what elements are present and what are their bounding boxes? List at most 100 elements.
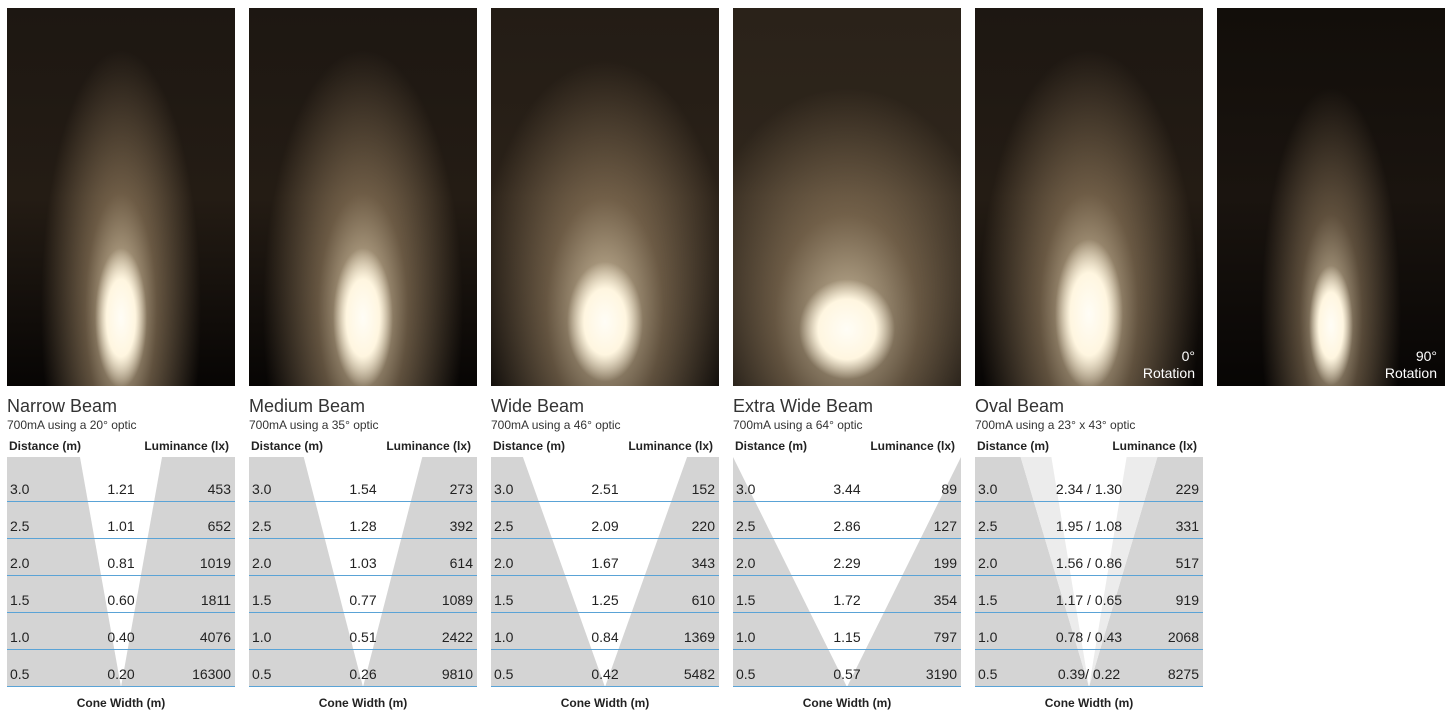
cone-width-label: Cone Width (m) [802, 696, 892, 710]
beam-title: Oval Beam [975, 396, 1065, 416]
beam-panel-extra-wide: Extra Wide Beam 700mA using a 64° optic … [733, 8, 961, 710]
table-row: 0.5 0.20 16300 [7, 650, 235, 687]
beam-table: 3.0 2.51 152 2.5 2.09 220 2.0 1.67 343 1.5 1.25 610… [491, 457, 719, 690]
luminance-header: Luminance (lx) [144, 439, 229, 453]
cone-width-cell: 1.03 [349, 555, 377, 571]
table-row: 2.5 1.95 / 1.08 331 [975, 502, 1203, 539]
distance-cell: 2.5 [736, 518, 756, 534]
cone-shade [363, 457, 477, 687]
luminance-cell: 127 [933, 518, 957, 534]
beam-title: Medium Beam [249, 396, 366, 416]
row-divider [491, 685, 719, 687]
luminance-cell: 8275 [1167, 666, 1199, 682]
cone-shade [605, 457, 719, 687]
row-divider [733, 611, 961, 613]
cone-width-cell: 0.26 [349, 666, 377, 682]
distance-cell: 2.0 [252, 555, 272, 571]
cone-width-label: Cone Width (m) [1044, 696, 1134, 710]
luminance-cell: 614 [449, 555, 473, 571]
table-row: 0.5 0.39/ 0.22 8275 [975, 650, 1203, 687]
cone-width-cell: 1.01 [107, 518, 135, 534]
cone-width-cell: 0.51 [349, 629, 377, 645]
cone-width-cell: 1.28 [349, 518, 377, 534]
cone-width-label: Cone Width (m) [76, 696, 166, 710]
distance-cell: 2.5 [494, 518, 514, 534]
luminance-header: Luminance (lx) [870, 439, 955, 453]
row-divider [975, 574, 1203, 576]
beam-title: Wide Beam [491, 396, 585, 416]
cone-width-cell: 0.39/ 0.22 [1057, 666, 1121, 682]
table-row: 2.0 1.03 614 [249, 539, 477, 576]
distance-cell: 3.0 [252, 481, 272, 497]
beam-subtitle: 700mA using a 46° optic [491, 418, 621, 432]
row-divider [7, 500, 235, 502]
beam-subtitle: 700mA using a 64° optic [733, 418, 863, 432]
luminance-cell: 652 [207, 518, 231, 534]
rotation-label: 0° Rotation [1142, 348, 1195, 381]
cone-width-cell: 2.29 [833, 555, 861, 571]
beam-table: 3.0 2.34 / 1.30 229 2.5 1.95 / 1.08 331 2.0 1.5… [975, 457, 1203, 690]
row-divider [249, 537, 477, 539]
cone-width-cell: 0.77 [349, 592, 377, 608]
table-row: 2.5 1.01 652 [7, 502, 235, 539]
distance-cell: 1.0 [10, 629, 30, 645]
luminance-cell: 4076 [199, 629, 231, 645]
distance-cell: 0.5 [10, 666, 30, 682]
cone-shade [121, 457, 235, 687]
beam-subtitle: 700mA using a 23° x 43° optic [975, 418, 1136, 432]
beam-title: Extra Wide Beam [733, 396, 874, 416]
beam-panel-wide: Wide Beam 700mA using a 46° optic Distan… [491, 8, 719, 710]
cone-width-cell: 1.25 [591, 592, 619, 608]
luminance-cell: 2422 [441, 629, 473, 645]
table-row: 0.5 0.42 5482 [491, 650, 719, 687]
table-row: 3.0 2.51 152 [491, 465, 719, 502]
luminance-header: Luminance (lx) [386, 439, 471, 453]
luminance-cell: 89 [941, 481, 957, 497]
luminance-cell: 392 [449, 518, 473, 534]
luminance-cell: 354 [933, 592, 957, 608]
luminance-cell: 229 [1175, 481, 1199, 497]
distance-cell: 1.5 [10, 592, 30, 608]
distance-cell: 0.5 [494, 666, 514, 682]
beam-table: 3.0 3.44 89 2.5 2.86 127 2.0 2.29 199 1.5 1.72 354 1… [733, 457, 961, 690]
table-row: 2.5 2.86 127 [733, 502, 961, 539]
distance-cell: 1.0 [978, 629, 998, 645]
cone-shade [249, 457, 363, 687]
cone-shade [975, 457, 1089, 687]
row-divider [249, 685, 477, 687]
luminance-header: Luminance (lx) [1112, 439, 1197, 453]
distance-cell: 1.5 [978, 592, 998, 608]
table-row: 1.5 1.72 354 [733, 576, 961, 613]
row-divider [733, 574, 961, 576]
row-divider [7, 685, 235, 687]
distance-cell: 3.0 [736, 481, 756, 497]
row-divider [491, 648, 719, 650]
beam-title: Narrow Beam [7, 396, 118, 416]
luminance-cell: 5482 [683, 666, 715, 682]
beam-photo [733, 8, 961, 386]
cone-width-cell: 0.78 / 0.43 [1055, 629, 1123, 645]
luminance-cell: 2068 [1167, 629, 1199, 645]
row-divider [975, 537, 1203, 539]
beam-photo [7, 8, 235, 386]
table-row: 3.0 3.44 89 [733, 465, 961, 502]
beam-subtitle: 700mA using a 35° optic [249, 418, 379, 432]
table-row: 1.0 1.15 797 [733, 613, 961, 650]
beam-panel-narrow: Narrow Beam 700mA using a 20° optic Dist… [7, 8, 235, 710]
cone-graphic [7, 457, 235, 687]
row-divider [7, 537, 235, 539]
luminance-cell: 797 [933, 629, 957, 645]
cone-width-cell: 2.51 [591, 481, 619, 497]
cone-width-cell: 0.42 [591, 666, 619, 682]
cone-graphic [249, 457, 477, 687]
luminance-header: Luminance (lx) [628, 439, 713, 453]
luminance-cell: 273 [449, 481, 473, 497]
distance-cell: 3.0 [978, 481, 998, 497]
row-divider [491, 574, 719, 576]
row-divider [491, 611, 719, 613]
beam-panel-medium: Medium Beam 700mA using a 35° optic Dist… [249, 8, 477, 710]
beam-table: 3.0 1.21 453 2.5 1.01 652 2.0 0.81 1019 1.5 0.60 18… [7, 457, 235, 690]
table-row: 0.5 0.57 3190 [733, 650, 961, 687]
table-row: 1.5 0.60 1811 [7, 576, 235, 613]
row-divider [249, 500, 477, 502]
